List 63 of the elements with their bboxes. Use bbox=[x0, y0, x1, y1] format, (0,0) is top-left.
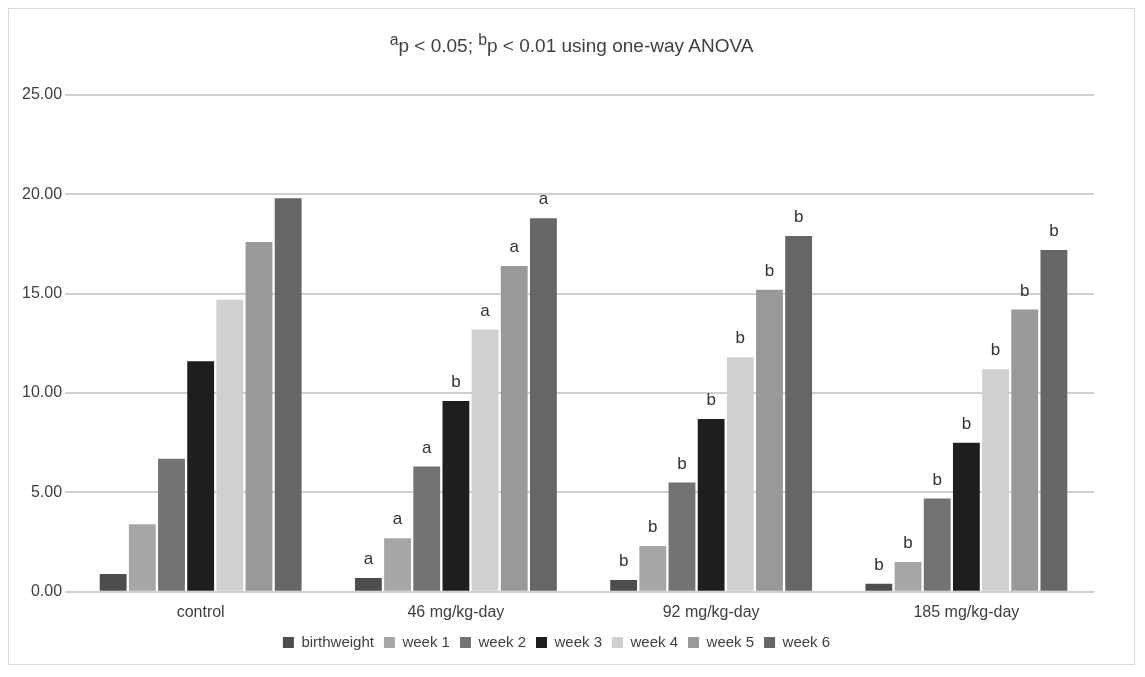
bar bbox=[1011, 309, 1039, 591]
legend-label: week 2 bbox=[477, 632, 526, 650]
data-label: b bbox=[735, 328, 746, 348]
bar bbox=[384, 538, 411, 591]
bar bbox=[245, 242, 273, 591]
data-label: b bbox=[932, 469, 942, 489]
data-label: b bbox=[990, 340, 1001, 360]
bar bbox=[1040, 250, 1068, 591]
data-label: b bbox=[764, 260, 775, 280]
data-label: b bbox=[1049, 221, 1059, 241]
data-label: b bbox=[961, 413, 972, 433]
x-tick-label: 46 mg/kg-day bbox=[407, 602, 505, 620]
data-label: a bbox=[480, 300, 491, 320]
data-label: b bbox=[618, 551, 629, 571]
y-tick-label: 25.00 bbox=[21, 85, 63, 103]
bar bbox=[158, 458, 185, 591]
bar bbox=[187, 361, 215, 591]
y-tick-label: 0.00 bbox=[30, 582, 63, 600]
bar bbox=[865, 583, 893, 591]
y-tick-label: 10.00 bbox=[21, 383, 63, 401]
bar bbox=[952, 442, 980, 591]
bar bbox=[785, 236, 813, 591]
bar bbox=[354, 577, 382, 591]
data-label: b bbox=[451, 372, 461, 392]
x-tick-label: control bbox=[176, 602, 225, 620]
bar bbox=[756, 289, 783, 591]
bar bbox=[500, 265, 528, 591]
bar bbox=[668, 482, 696, 591]
chart-title: $^{a}$p < 0.05; $^{b}$p < 0.01 using one-way ANOVA bbox=[388, 30, 755, 59]
data-label: b bbox=[903, 533, 913, 553]
bar bbox=[639, 546, 667, 591]
legend-label: week 1 bbox=[401, 632, 450, 650]
bar bbox=[413, 466, 441, 591]
legend-label: week 5 bbox=[705, 632, 755, 650]
data-label: a bbox=[538, 189, 549, 209]
data-label: b bbox=[1019, 280, 1030, 300]
x-tick-label: 185 mg/kg-day bbox=[913, 602, 1020, 620]
bar bbox=[923, 498, 951, 591]
bar bbox=[529, 218, 557, 591]
data-label: a bbox=[509, 237, 520, 257]
legend-label: week 3 bbox=[553, 632, 603, 650]
y-tick-label: 20.00 bbox=[21, 184, 63, 202]
data-label: b bbox=[793, 207, 804, 227]
bar bbox=[610, 579, 638, 591]
bar bbox=[894, 561, 922, 591]
data-label: b bbox=[874, 555, 884, 575]
y-tick-label: 5.00 bbox=[30, 482, 63, 500]
data-label: b bbox=[677, 453, 687, 473]
legend-label: birthweight bbox=[301, 632, 375, 650]
bar bbox=[274, 198, 302, 591]
y-tick-label: 15.00 bbox=[21, 284, 63, 302]
data-label: b bbox=[706, 390, 716, 410]
x-tick-label: 92 mg/kg-day bbox=[662, 602, 760, 620]
bar bbox=[128, 524, 156, 591]
legend-label: week 6 bbox=[781, 632, 831, 650]
legend-label: week 4 bbox=[629, 632, 679, 650]
bar bbox=[99, 573, 127, 591]
data-label: a bbox=[421, 437, 432, 457]
data-label: b bbox=[648, 517, 658, 537]
bar bbox=[697, 418, 725, 591]
bar bbox=[442, 401, 470, 591]
data-label: a bbox=[392, 509, 403, 529]
data-label: a bbox=[363, 549, 374, 569]
